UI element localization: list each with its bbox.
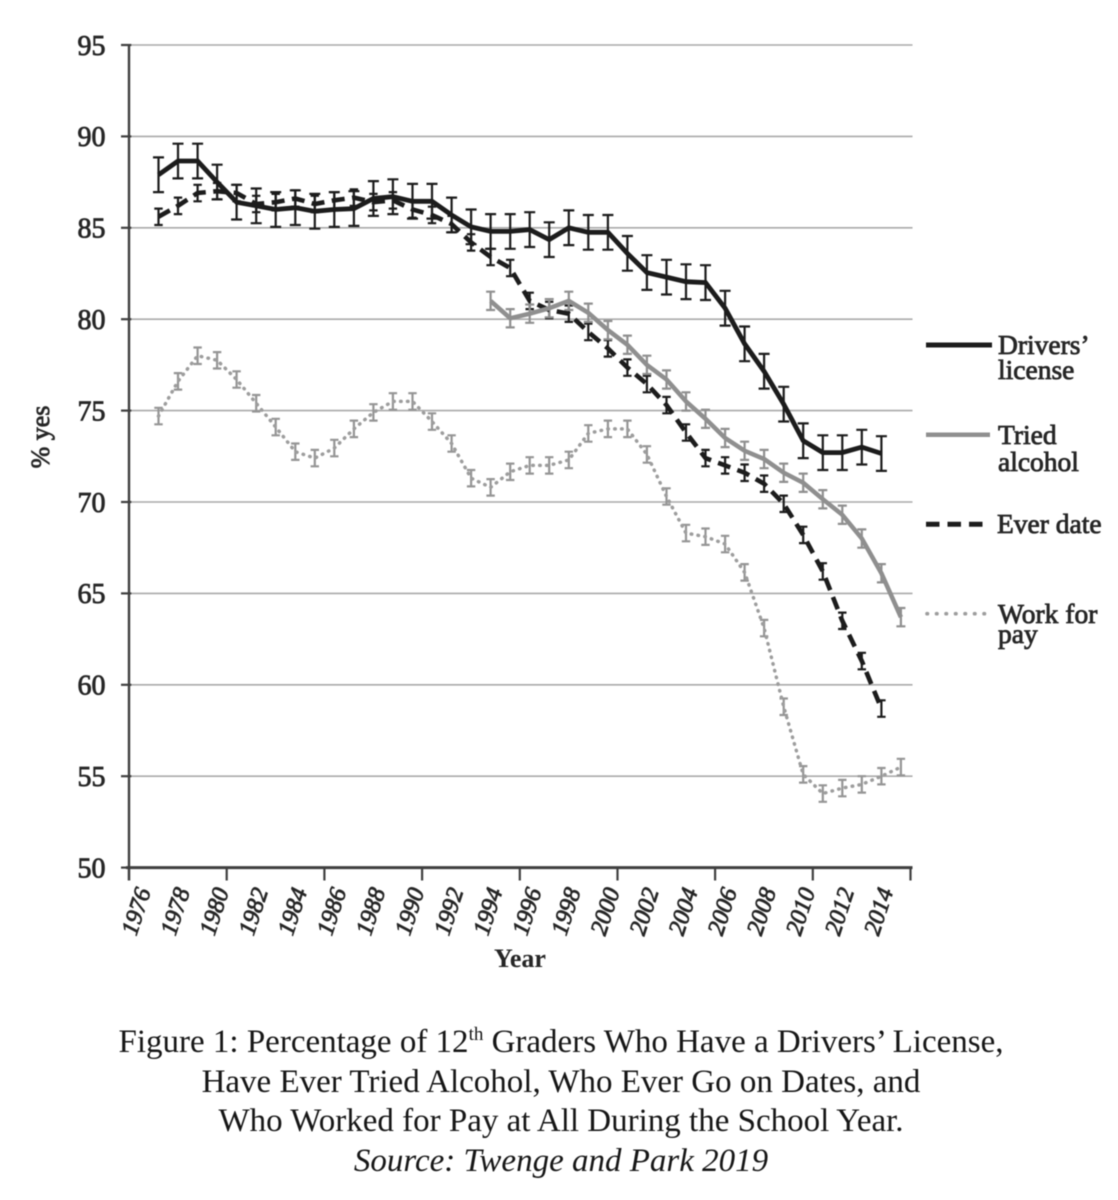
svg-text:Drivers’: Drivers’ bbox=[998, 329, 1090, 360]
svg-text:Year: Year bbox=[494, 944, 546, 973]
svg-text:Work for: Work for bbox=[998, 598, 1097, 629]
svg-text:65: 65 bbox=[78, 579, 106, 610]
svg-text:alcohol: alcohol bbox=[998, 446, 1079, 477]
svg-text:55: 55 bbox=[78, 762, 106, 793]
svg-text:pay: pay bbox=[998, 618, 1038, 649]
svg-text:50: 50 bbox=[78, 853, 106, 884]
svg-text:95: 95 bbox=[78, 31, 106, 62]
svg-text:Tried: Tried bbox=[998, 419, 1057, 450]
svg-text:license: license bbox=[998, 354, 1074, 385]
svg-text:90: 90 bbox=[78, 122, 106, 153]
svg-text:70: 70 bbox=[78, 488, 106, 519]
svg-text:60: 60 bbox=[78, 671, 106, 702]
svg-text:80: 80 bbox=[78, 305, 106, 336]
svg-text:Ever date: Ever date bbox=[997, 508, 1102, 539]
svg-text:% yes: % yes bbox=[26, 406, 55, 469]
svg-text:75: 75 bbox=[78, 396, 106, 427]
svg-text:85: 85 bbox=[78, 214, 106, 245]
